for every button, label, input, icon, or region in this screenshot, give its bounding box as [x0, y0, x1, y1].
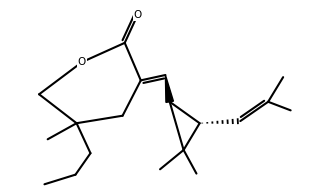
Text: O: O — [133, 10, 142, 20]
Text: O: O — [78, 57, 86, 67]
Polygon shape — [166, 75, 174, 102]
